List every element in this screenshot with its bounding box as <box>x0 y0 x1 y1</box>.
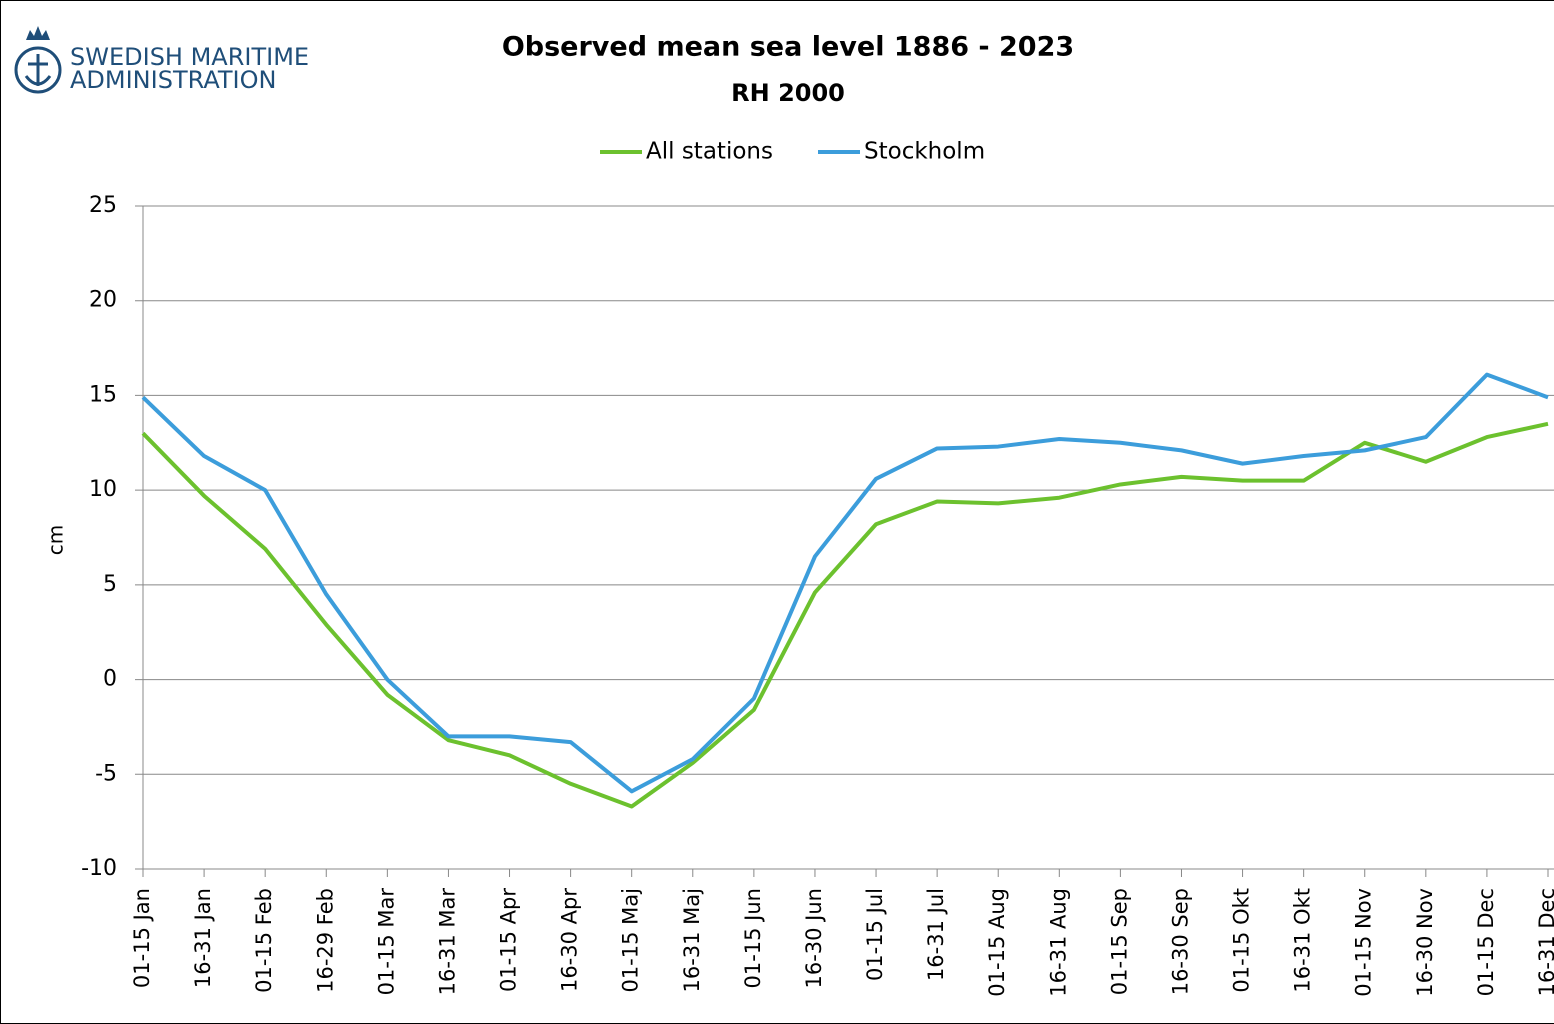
data-line <box>141 421 1549 809</box>
x-tick-label: 01-15 Apr <box>497 888 521 992</box>
x-tick-label: 01-15 Jan <box>130 888 154 988</box>
logo: SWEDISH MARITIME ADMINISTRATION <box>14 26 309 94</box>
legend-label: Stockholm <box>864 139 985 165</box>
y-tick-label: 5 <box>103 572 117 597</box>
x-tick-label: 16-30 Apr <box>558 888 582 992</box>
legend-label: All stations <box>646 139 773 165</box>
x-tick-label: 16-31 Jul <box>924 888 948 981</box>
x-tick-label: 01-15 Aug <box>985 888 1009 997</box>
logo-text: SWEDISH MARITIME <box>70 43 309 71</box>
y-axis-label: cm <box>44 525 68 555</box>
x-tick-label: 01-15 Sep <box>1107 888 1131 995</box>
x-tick-label: 16-31 Mar <box>435 888 459 996</box>
logo-anchor <box>24 54 52 86</box>
y-tick-label: 10 <box>89 477 117 502</box>
y-tick-label: 15 <box>89 382 117 407</box>
data-line <box>141 372 1549 794</box>
x-tick-label: 01-15 Maj <box>619 888 643 993</box>
logo-crown <box>26 26 50 40</box>
x-tick-label: 01-15 Okt <box>1230 888 1254 993</box>
x-tick-label: 16-30 Jun <box>802 888 826 989</box>
logo-emblem <box>14 46 62 94</box>
x-tick-label: 16-31 Okt <box>1291 888 1315 993</box>
chart-subtitle: RH 2000 <box>731 79 845 107</box>
chart-title: Observed mean sea level 1886 - 2023 <box>502 32 1074 63</box>
x-tick-label: 16-30 Sep <box>1168 888 1192 995</box>
x-tick-label: 01-15 Feb <box>252 888 276 993</box>
x-tick-label: 01-15 Mar <box>374 888 398 996</box>
x-tick-label: 16-31 Jan <box>191 888 215 988</box>
logo-text: ADMINISTRATION <box>70 66 276 94</box>
x-tick-label: 16-31 Maj <box>680 888 704 993</box>
x-tick-label: 01-15 Dec <box>1474 888 1498 996</box>
y-tick-label: 20 <box>89 288 117 313</box>
y-tick-label: -5 <box>95 761 117 786</box>
y-tick-label: -10 <box>81 856 117 881</box>
x-tick-label: 01-15 Nov <box>1352 888 1376 997</box>
x-tick-label: 01-15 Jun <box>741 888 765 989</box>
x-tick-label: 01-15 Jul <box>863 888 887 981</box>
x-tick-label: 16-31 Aug <box>1046 888 1070 997</box>
y-tick-label: 0 <box>103 667 117 692</box>
x-tick-label: 16-31 Dec <box>1535 888 1554 996</box>
y-tick-label: 25 <box>89 193 117 218</box>
x-tick-label: 16-29 Feb <box>313 888 337 993</box>
x-tick-label: 16-30 Nov <box>1413 888 1437 997</box>
